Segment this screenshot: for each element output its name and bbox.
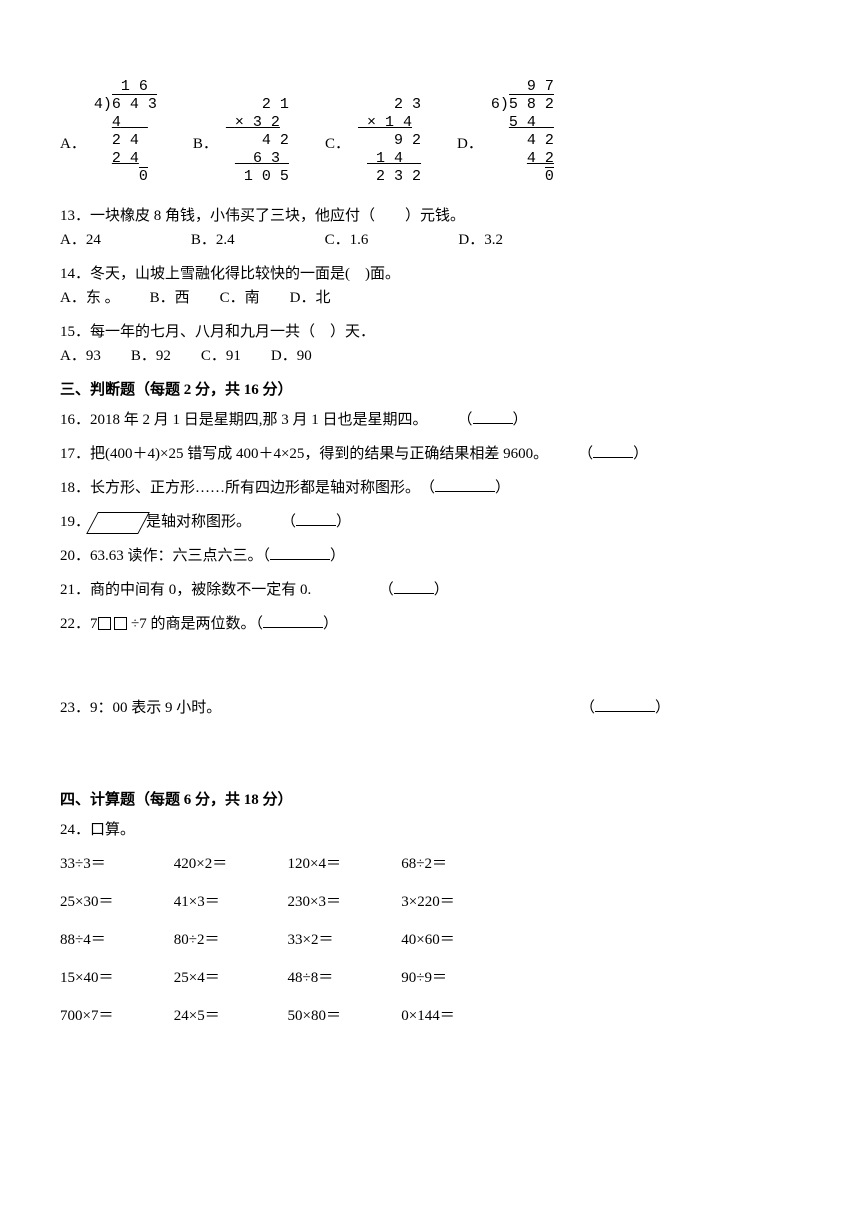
blank-icon — [473, 409, 513, 424]
q15-c: C．91 — [201, 344, 241, 368]
calc-row-5: 700×7＝ 24×5＝ 50×80＝ 0×144＝ — [60, 1004, 800, 1028]
blank-icon — [593, 443, 633, 458]
q14-d: D．北 — [290, 286, 331, 310]
q21: 21．商的中间有 0，被除数不一定有 0. （） — [60, 578, 800, 602]
calc-row-4: 15×40＝ 25×4＝ 48÷8＝ 90÷9＝ — [60, 966, 800, 990]
calc-cell: 80÷2＝ — [174, 928, 284, 952]
q18-text: 18．长方形、正方形……所有四边形都是轴对称图形。 （ — [60, 480, 435, 496]
q22-post: ÷7 的商是两位数。（ — [131, 616, 263, 632]
calc-cell: 230×3＝ — [288, 890, 398, 914]
calc-rows: 33÷3＝ 420×2＝ 120×4＝ 68÷2＝ 25×30＝ 41×3＝ 2… — [60, 852, 800, 1028]
section3-title: 三、判断题（每题 2 分，共 16 分） — [60, 378, 800, 402]
q22-pre: 22．7 — [60, 616, 98, 632]
q14-a: A．东 。 — [60, 286, 120, 310]
calc-cell: 48÷8＝ — [288, 966, 398, 990]
q12-option-b: B． 2 1 × 3 2 4 2 6 3 1 0 5 — [193, 96, 289, 186]
q13-text: 13．一块橡皮 8 角钱，小伟买了三块，他应付（ ）元钱。 — [60, 204, 800, 228]
calc-cell: 24×5＝ — [174, 1004, 284, 1028]
calc-cell: 0×144＝ — [401, 1004, 511, 1028]
label-c: C． — [325, 132, 350, 186]
spacer — [60, 646, 800, 696]
q15-d: D．90 — [271, 344, 312, 368]
q19-text: 是轴对称图形。 （ — [146, 514, 296, 530]
longdiv-a: 1 6 4)6 4 3 4 2 4 2 4 0 — [94, 78, 157, 186]
calc-row-1: 33÷3＝ 420×2＝ 120×4＝ 68÷2＝ — [60, 852, 800, 876]
calc-cell: 15×40＝ — [60, 966, 170, 990]
q17: 17．把(400＋4)×25 错写成 400＋4×25，得到的结果与正确结果相差… — [60, 442, 800, 466]
q23-text: 23．9：00 表示 9 小时。 — [60, 696, 221, 720]
q24: 24．口算。 — [60, 818, 800, 842]
spacer — [60, 730, 800, 780]
blank-icon — [435, 477, 495, 492]
q14-text: 14．冬天，山坡上雪融化得比较快的一面是( )面。 — [60, 262, 800, 286]
calc-cell: 33÷3＝ — [60, 852, 170, 876]
q20-text: 20．63.63 读作：六三点六三。（ — [60, 548, 270, 564]
q16-text: 16．2018 年 2 月 1 日是星期四,那 3 月 1 日也是星期四。 （ — [60, 412, 473, 428]
q13-options: A．24 B．2.4 C．1.6 D．3.2 — [60, 228, 800, 252]
q15-text: 15．每一年的七月、八月和九月一共（ ）天． — [60, 320, 800, 344]
calc-cell: 700×7＝ — [60, 1004, 170, 1028]
q14: 14．冬天，山坡上雪融化得比较快的一面是( )面。 A．东 。 B．西 C．南 … — [60, 262, 800, 310]
blank-icon — [595, 697, 655, 712]
q13: 13．一块橡皮 8 角钱，小伟买了三块，他应付（ ）元钱。 A．24 B．2.4… — [60, 204, 800, 252]
blank-icon — [296, 511, 336, 526]
mult-b: 2 1 × 3 2 4 2 6 3 1 0 5 — [226, 96, 289, 186]
q15-a: A．93 — [60, 344, 101, 368]
q12-option-c: C． 2 3 × 1 4 9 2 1 4 2 3 2 — [325, 96, 421, 186]
calc-cell: 41×3＝ — [174, 890, 284, 914]
parallelogram-icon — [92, 512, 144, 534]
q19-num: 19． — [60, 514, 90, 530]
calc-cell: 120×4＝ — [288, 852, 398, 876]
q12-option-d: D． 9 7 6)5 8 2 5 4 4 2 4 2 0 — [457, 78, 554, 186]
calc-cell: 88÷4＝ — [60, 928, 170, 952]
mult-c: 2 3 × 1 4 9 2 1 4 2 3 2 — [358, 96, 421, 186]
label-d: D． — [457, 132, 483, 186]
calc-cell: 33×2＝ — [288, 928, 398, 952]
q20: 20．63.63 读作：六三点六三。（） — [60, 544, 800, 568]
q15-options: A．93 B．92 C．91 D．90 — [60, 344, 800, 368]
blank-icon — [270, 545, 330, 560]
label-b: B． — [193, 132, 218, 186]
q23-blank: （） — [580, 696, 670, 720]
q21-text: 21．商的中间有 0，被除数不一定有 0. （ — [60, 582, 394, 598]
label-a: A． — [60, 132, 86, 186]
q13-d: D．3.2 — [458, 228, 503, 252]
box-icon — [114, 617, 127, 630]
longdiv-d: 9 7 6)5 8 2 5 4 4 2 4 2 0 — [491, 78, 554, 186]
q13-b: B．2.4 — [191, 228, 235, 252]
q14-options: A．东 。 B．西 C．南 D．北 — [60, 286, 800, 310]
q12-option-a: A． 1 6 4)6 4 3 4 2 4 2 4 0 — [60, 78, 157, 186]
calc-cell: 90÷9＝ — [401, 966, 511, 990]
calc-row-3: 88÷4＝ 80÷2＝ 33×2＝ 40×60＝ — [60, 928, 800, 952]
q12-options: A． 1 6 4)6 4 3 4 2 4 2 4 0 B． 2 1 × 3 2 … — [60, 78, 800, 186]
calc-cell: 3×220＝ — [401, 890, 511, 914]
q22: 22．7 ÷7 的商是两位数。（） — [60, 612, 800, 636]
box-icon — [98, 617, 111, 630]
q15-b: B．92 — [131, 344, 171, 368]
blank-icon — [263, 613, 323, 628]
calc-cell: 25×30＝ — [60, 890, 170, 914]
blank-icon — [394, 579, 434, 594]
q19: 19．是轴对称图形。 （） — [60, 510, 800, 534]
q15: 15．每一年的七月、八月和九月一共（ ）天． A．93 B．92 C．91 D．… — [60, 320, 800, 368]
calc-cell: 40×60＝ — [401, 928, 511, 952]
section4-title: 四、计算题（每题 6 分，共 18 分） — [60, 788, 800, 812]
q16: 16．2018 年 2 月 1 日是星期四,那 3 月 1 日也是星期四。 （） — [60, 408, 800, 432]
calc-row-2: 25×30＝ 41×3＝ 230×3＝ 3×220＝ — [60, 890, 800, 914]
calc-cell: 420×2＝ — [174, 852, 284, 876]
q14-c: C．南 — [220, 286, 260, 310]
calc-cell: 68÷2＝ — [401, 852, 511, 876]
q13-a: A．24 — [60, 228, 101, 252]
q17-text: 17．把(400＋4)×25 错写成 400＋4×25，得到的结果与正确结果相差… — [60, 446, 593, 462]
q18: 18．长方形、正方形……所有四边形都是轴对称图形。 （） — [60, 476, 800, 500]
q13-c: C．1.6 — [325, 228, 369, 252]
calc-cell: 25×4＝ — [174, 966, 284, 990]
q23: 23．9：00 表示 9 小时。 （） — [60, 696, 800, 720]
calc-cell: 50×80＝ — [288, 1004, 398, 1028]
q14-b: B．西 — [150, 286, 190, 310]
